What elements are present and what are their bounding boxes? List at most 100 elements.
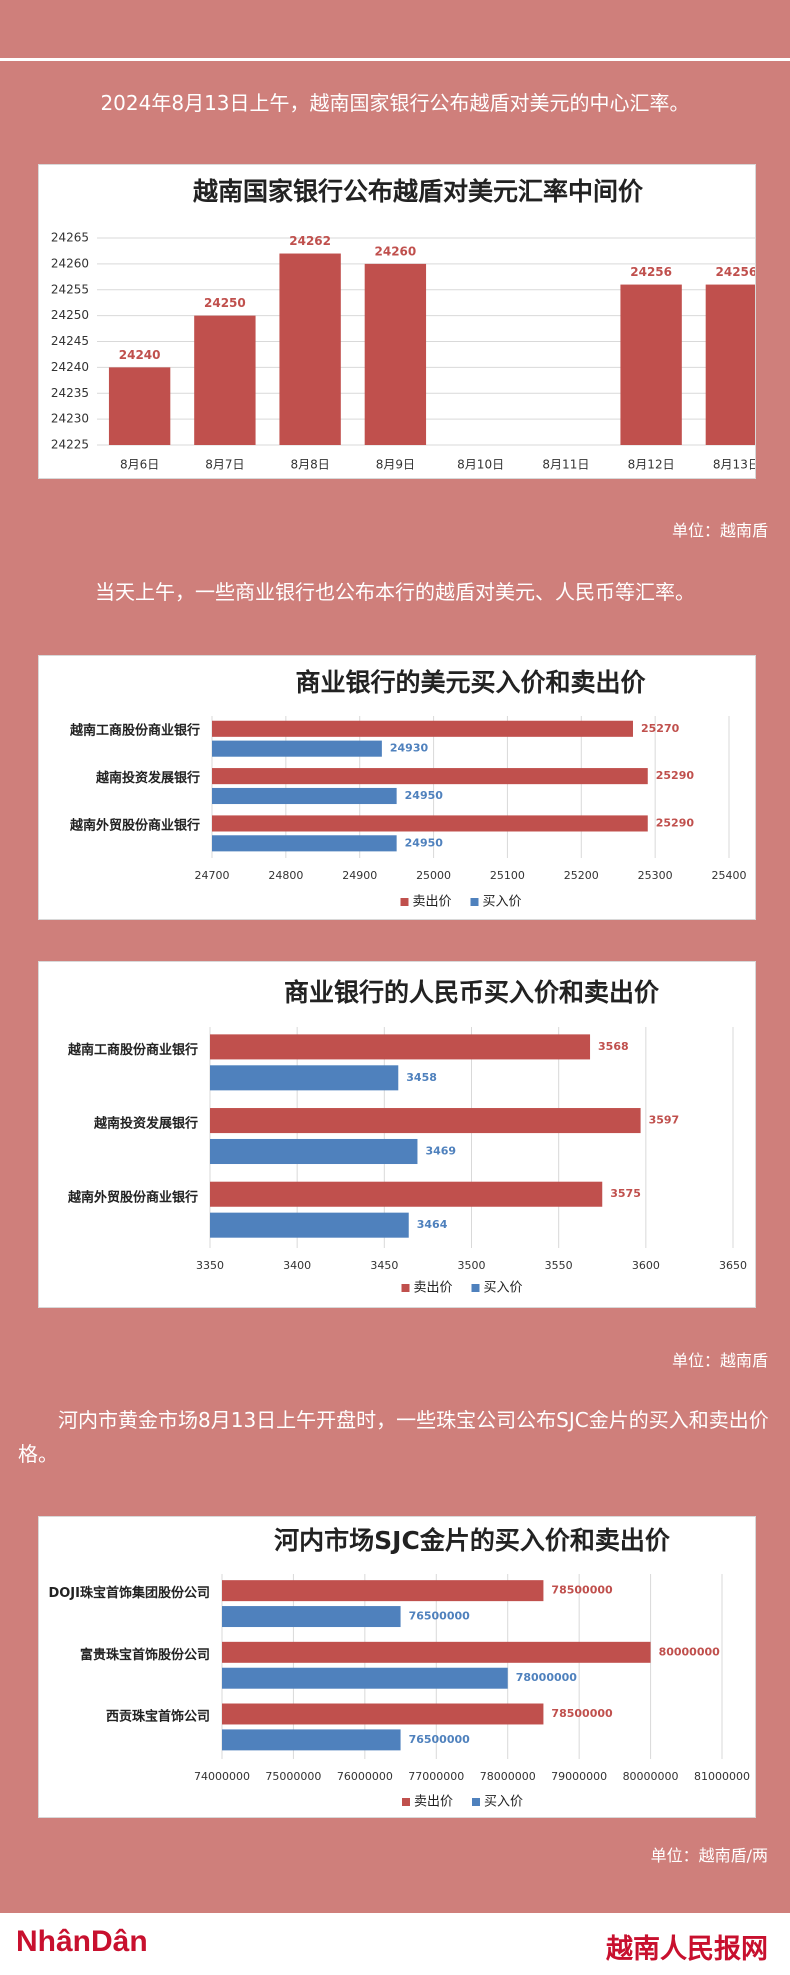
bar: [364, 263, 427, 445]
chart: 河内市场SJC金片的买入价和卖出价 74000000 75000000 7600000…: [48, 1526, 750, 1810]
value-label: 25290: [656, 769, 695, 782]
value-label: 78500000: [551, 1584, 613, 1597]
paragraph: 河内市黄金市场8月13日上午开盘时，一些珠宝公司公布SJC金片的买入和卖出价格。: [18, 1408, 769, 1466]
bar: [212, 740, 382, 757]
x-tick-label: 3400: [283, 1259, 311, 1272]
chart-box: 商业银行的美元买入价和卖出价 24700 24800 24900 25000 25100 2…: [38, 655, 756, 920]
bar: [212, 768, 648, 785]
value-label: 76500000: [409, 1610, 471, 1623]
x-tick-label: 8月6日: [120, 458, 159, 472]
x-tick-label: 3650: [719, 1259, 747, 1272]
unit-note: 单位：越南盾/两: [650, 1846, 768, 1865]
bar: [210, 1181, 603, 1207]
legend-label: 买入价: [483, 895, 522, 910]
x-tick-label: 8月13日: [713, 458, 755, 472]
value-label: 24256: [716, 265, 756, 279]
value-label: 25290: [656, 816, 695, 829]
legend-swatch: [400, 898, 409, 906]
legend-label: 卖出价: [414, 1281, 453, 1296]
value-label: 80000000: [659, 1645, 721, 1658]
x-tick-label: 3600: [632, 1259, 660, 1272]
value-label: 3458: [406, 1071, 437, 1084]
y-tick-label: 越南投资发展银行: [95, 770, 200, 786]
y-tick-label: 越南工商股份商业银行: [67, 1042, 198, 1058]
y-tick-label: 越南投资发展银行: [93, 1116, 198, 1132]
x-tick-label: 8月9日: [376, 458, 415, 472]
chart-title: 商业银行的人民币买入价和卖出价: [284, 978, 660, 1007]
value-label: 3469: [425, 1144, 456, 1157]
value-label: 24256: [630, 265, 672, 279]
x-tick-label: 77000000: [408, 1770, 464, 1783]
value-label: 24260: [375, 244, 417, 258]
x-tick-label: 25100: [490, 869, 525, 882]
value-label: 3597: [649, 1114, 680, 1127]
unit-note: 单位：越南盾: [671, 1351, 768, 1370]
y-tick-label: 24255: [51, 282, 89, 296]
chart: 商业银行的人民币买入价和卖出价 3350 3400 3450 3500 3550 3600 3…: [67, 978, 747, 1296]
bar: [194, 315, 256, 445]
chart: 商业银行的美元买入价和卖出价 24700 24800 24900 25000 25100 2…: [69, 668, 747, 910]
x-tick-label: 8月7日: [205, 458, 244, 472]
x-tick-label: 3550: [545, 1259, 573, 1272]
y-tick-label: 24230: [51, 412, 89, 426]
bar: [222, 1580, 544, 1602]
x-tick-label: 8月10日: [457, 458, 504, 472]
x-tick-label: 81000000: [694, 1770, 750, 1783]
legend-label: 买入价: [484, 1281, 523, 1296]
bar: [212, 720, 633, 737]
x-tick-label: 24700: [195, 869, 230, 882]
logo-left: NhânDân: [16, 1925, 148, 1958]
x-tick-label: 3450: [370, 1259, 398, 1272]
y-tick-label: 越南工商股份商业银行: [69, 723, 200, 739]
x-tick-label: 8月11日: [542, 458, 589, 472]
x-tick-label: 75000000: [265, 1770, 321, 1783]
bar: [222, 1729, 401, 1751]
y-tick-label: DOJI珠宝首饰集团股份公司: [48, 1585, 210, 1601]
bar: [210, 1212, 409, 1238]
bar: [210, 1065, 399, 1091]
x-tick-label: 74000000: [194, 1770, 250, 1783]
y-tick-label: 24235: [51, 386, 89, 400]
intro-text: 2024年8月13日上午，越南国家银行公布越盾对美元的中心汇率。: [100, 91, 690, 115]
value-label: 3575: [610, 1187, 641, 1200]
bar: [222, 1641, 651, 1663]
x-tick-label: 8月8日: [290, 458, 329, 472]
y-tick-label: 24225: [51, 438, 89, 452]
x-tick-label: 76000000: [337, 1770, 393, 1783]
chart-title: 越南国家银行公布越盾对美元汇率中间价: [193, 177, 644, 206]
bar: [210, 1034, 591, 1060]
value-label: 3464: [417, 1218, 448, 1231]
bar: [620, 284, 682, 445]
chart: 越南国家银行公布越盾对美元汇率中间价 24225 24230 24235 24240 24…: [51, 177, 779, 472]
legend-label: 买入价: [484, 1795, 523, 1810]
x-tick-label: 25300: [638, 869, 673, 882]
value-label: 24250: [204, 296, 246, 310]
y-tick-label: 富贵珠宝首饰股份公司: [80, 1647, 210, 1663]
legend-swatch: [402, 1798, 410, 1806]
value-label: 78000000: [516, 1671, 578, 1684]
bar: [212, 835, 397, 852]
value-label: 78500000: [551, 1707, 613, 1720]
legend-swatch: [401, 1284, 410, 1292]
x-tick-label: 25400: [712, 869, 747, 882]
unit-note: 单位：越南盾: [671, 521, 768, 540]
y-tick-label: 24250: [51, 308, 89, 322]
x-tick-label: 3500: [458, 1259, 486, 1272]
x-tick-label: 79000000: [551, 1770, 607, 1783]
value-label: 24262: [289, 234, 331, 248]
legend-swatch: [472, 1798, 480, 1806]
x-tick-label: 24900: [342, 869, 377, 882]
chart-title: 商业银行的美元买入价和卖出价: [295, 668, 646, 697]
value-label: 24930: [390, 742, 429, 755]
bar: [705, 284, 768, 445]
paragraph: 当天上午，一些商业银行也公布本行的越盾对美元、人民币等汇率。: [95, 580, 695, 604]
x-tick-label: 3350: [196, 1259, 224, 1272]
x-tick-label: 80000000: [623, 1770, 679, 1783]
legend-swatch: [470, 898, 479, 906]
legend-swatch: [471, 1284, 480, 1292]
legend-label: 卖出价: [413, 895, 452, 910]
bar: [210, 1108, 641, 1134]
logo-right: 越南人民报网: [606, 1934, 768, 1965]
value-label: 24240: [119, 348, 161, 362]
